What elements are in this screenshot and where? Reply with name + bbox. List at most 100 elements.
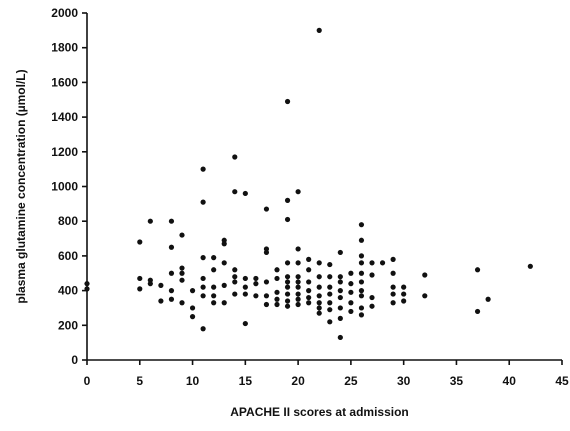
- x-tick-label: 40: [503, 374, 517, 388]
- scatter-point: [358, 237, 365, 243]
- scatter-point: [221, 260, 227, 266]
- scatter-point: [390, 291, 396, 297]
- scatter-point: [337, 305, 343, 311]
- scatter-point: [200, 166, 206, 172]
- scatter-point: [369, 272, 375, 278]
- scatter-point: [168, 288, 175, 294]
- scatter-point: [390, 284, 396, 290]
- scatter-point: [295, 274, 301, 280]
- scatter-point: [274, 275, 280, 282]
- scatter-point: [168, 244, 175, 250]
- scatter-point: [200, 284, 206, 290]
- scatter-point: [137, 239, 143, 245]
- scatter-point: [158, 298, 164, 304]
- scatter-point: [274, 289, 280, 295]
- scatter-point: [189, 288, 196, 294]
- scatter-point: [284, 260, 291, 266]
- scatter-point: [348, 270, 354, 276]
- x-tick-label: 30: [397, 374, 411, 388]
- scatter-point: [379, 260, 386, 266]
- scatter-point: [274, 296, 280, 302]
- x-axis-title: APACHE II scores at admission: [230, 405, 409, 419]
- scatter-point: [316, 305, 322, 311]
- scatter-point: [295, 284, 301, 290]
- scatter-point: [358, 279, 365, 285]
- scatter-point: [306, 288, 312, 294]
- y-axis-title: plasma glutamine concentration (µmol/L): [14, 69, 28, 303]
- scatter-point: [242, 284, 248, 290]
- scatter-point: [232, 279, 238, 285]
- scatter-point: [348, 308, 354, 315]
- y-tick-label: 400: [58, 284, 78, 298]
- scatter-point: [211, 300, 217, 306]
- scatter-point: [358, 253, 365, 259]
- scatter-point: [200, 199, 206, 205]
- scatter-point: [316, 293, 322, 299]
- scatter-point: [369, 303, 375, 309]
- scatter-point: [284, 298, 291, 304]
- y-tick-label: 1800: [51, 41, 78, 55]
- scatter-point: [358, 288, 365, 294]
- scatter-point: [168, 218, 175, 224]
- scatter-point: [306, 256, 312, 262]
- scatter-point: [316, 284, 322, 290]
- scatter-point: [221, 300, 227, 306]
- scatter-point: [390, 300, 396, 306]
- scatter-point: [369, 294, 375, 301]
- scatter-point: [242, 291, 248, 297]
- scatter-point: [390, 256, 396, 262]
- y-tick-label: 600: [58, 249, 78, 263]
- scatter-point: [316, 310, 322, 316]
- x-tick-label: 35: [450, 374, 464, 388]
- scatter-point: [485, 296, 491, 302]
- scatter-point: [401, 291, 407, 297]
- scatter-point: [316, 274, 322, 280]
- x-tick-label: 20: [291, 374, 305, 388]
- scatter-point: [137, 286, 143, 292]
- scatter-point: [306, 294, 312, 301]
- scatter-point: [263, 249, 270, 256]
- scatter-point: [327, 300, 333, 306]
- scatter-point: [358, 312, 365, 318]
- scatter-point: [369, 260, 375, 266]
- scatter-point: [200, 293, 206, 299]
- scatter-point: [316, 260, 322, 266]
- scatter-point: [337, 294, 343, 301]
- scatter-point: [316, 300, 322, 306]
- scatter-point: [306, 300, 312, 306]
- scatter-point: [168, 270, 175, 276]
- scatter-point: [306, 279, 312, 285]
- scatter-point: [232, 267, 238, 273]
- scatter-point: [422, 293, 428, 299]
- scatter-point: [527, 263, 533, 269]
- scatter-point: [253, 293, 259, 299]
- x-tick-label: 0: [84, 374, 91, 388]
- scatter-point: [221, 282, 227, 288]
- y-tick-label: 1200: [51, 145, 78, 159]
- y-tick-label: 0: [71, 353, 78, 367]
- scatter-point: [284, 98, 291, 105]
- scatter-point: [179, 277, 185, 283]
- scatter-point: [200, 275, 206, 282]
- scatter-point: [358, 260, 365, 266]
- scatter-point: [284, 279, 291, 285]
- y-tick-label: 1600: [51, 75, 78, 89]
- scatter-point: [274, 301, 280, 308]
- x-tick-label: 45: [555, 374, 569, 388]
- scatter-point: [306, 267, 312, 273]
- scatter-point: [337, 334, 343, 341]
- scatter-point: [390, 270, 396, 276]
- scatter-point: [401, 284, 407, 290]
- scatter-point: [337, 288, 343, 294]
- scatter-point: [327, 274, 333, 280]
- scatter-point: [474, 267, 481, 273]
- scatter-point: [263, 293, 270, 299]
- scatter-point: [84, 281, 90, 287]
- scatter-point: [474, 308, 481, 315]
- scatter-point: [337, 279, 343, 285]
- scatter-point: [327, 307, 333, 313]
- scatter-point: [295, 246, 301, 252]
- scatter-point: [274, 267, 280, 273]
- scatter-point: [284, 291, 291, 297]
